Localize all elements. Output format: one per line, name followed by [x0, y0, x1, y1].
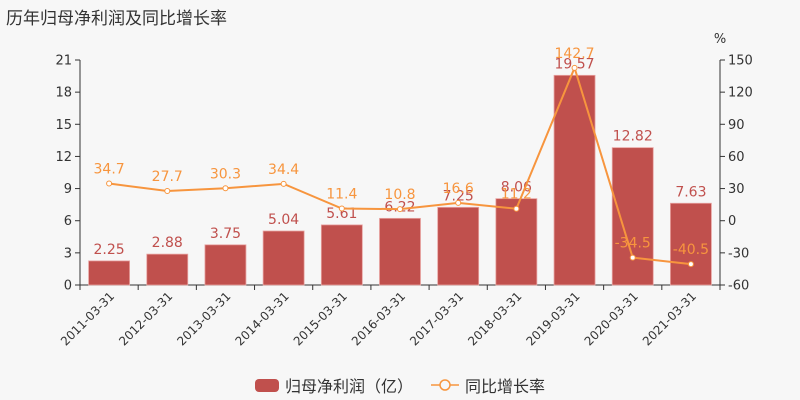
growth-value-label: 30.3	[210, 166, 241, 182]
bar-swatch-icon	[254, 378, 279, 392]
legend-item-profit[interactable]: 归母净利润（亿）	[254, 373, 413, 397]
growth-value-label: 10.8	[384, 187, 415, 203]
legend-line-label: 同比增长率	[465, 377, 546, 396]
bar[interactable]	[611, 147, 654, 286]
line-marker-icon	[431, 379, 459, 391]
left-tick-label: 21	[55, 54, 72, 69]
bar-value-label: 12.82	[613, 129, 653, 145]
growth-point[interactable]	[513, 205, 520, 212]
x-tick-label: 2016-03-31	[349, 289, 408, 348]
growth-point[interactable]	[338, 205, 345, 212]
left-tick-label: 18	[55, 86, 72, 101]
x-tick-label: 2017-03-31	[407, 289, 466, 348]
bar[interactable]	[262, 230, 305, 286]
right-tick-label: -60	[728, 279, 749, 294]
growth-point[interactable]	[280, 180, 287, 187]
left-tick-label: 15	[55, 118, 72, 133]
growth-value-label: 16.6	[443, 181, 474, 197]
bar-value-label: 5.04	[268, 212, 299, 228]
x-tick-label: 2012-03-31	[116, 289, 175, 348]
bar[interactable]	[495, 198, 538, 286]
growth-point[interactable]	[571, 64, 578, 71]
bar[interactable]	[553, 74, 596, 286]
x-tick-label: 2015-03-31	[291, 289, 350, 348]
growth-value-label: 11.4	[326, 187, 357, 203]
growth-point[interactable]	[106, 180, 113, 187]
bar-value-label: 2.88	[152, 235, 183, 251]
growth-point[interactable]	[222, 185, 229, 192]
right-axis-unit: %	[714, 32, 726, 47]
growth-point[interactable]	[687, 261, 694, 268]
bar-value-label: 3.75	[210, 226, 241, 242]
bar-value-label: 5.61	[326, 206, 357, 222]
right-tick-label: 30	[728, 182, 745, 197]
bar-value-label: 7.25	[443, 188, 474, 204]
left-tick-label: 9	[64, 182, 72, 197]
growth-value-label: 142.7	[554, 46, 594, 62]
growth-value-label: 34.7	[94, 162, 125, 178]
growth-point[interactable]	[455, 199, 462, 206]
left-tick-label: 0	[64, 279, 72, 294]
bar[interactable]	[379, 217, 421, 286]
growth-value-label: 11.2	[501, 187, 532, 203]
bar[interactable]	[437, 206, 480, 286]
bar[interactable]	[88, 260, 130, 286]
left-tick-label: 3	[64, 246, 72, 261]
right-tick-label: 150	[728, 54, 753, 69]
legend-bar-label: 归母净利润（亿）	[284, 377, 413, 396]
left-tick-label: 12	[55, 150, 72, 165]
right-tick-label: 0	[728, 214, 736, 229]
bar[interactable]	[146, 253, 189, 286]
growth-value-label: 27.7	[152, 169, 183, 185]
x-tick-label: 2021-03-31	[640, 289, 699, 348]
x-tick-label: 2011-03-31	[58, 289, 117, 348]
right-tick-label: -30	[728, 246, 749, 261]
left-tick-label: 6	[64, 214, 72, 229]
right-tick-label: 90	[728, 118, 745, 133]
growth-value-label: -40.5	[673, 242, 709, 258]
x-tick-label: 2019-03-31	[523, 289, 582, 348]
growth-value-label: 34.4	[268, 162, 299, 178]
x-tick-label: 2013-03-31	[174, 289, 233, 348]
bar-value-label: 2.25	[94, 242, 125, 258]
growth-value-label: -34.5	[615, 236, 651, 252]
growth-point[interactable]	[164, 188, 171, 195]
bar-value-label: 7.63	[675, 184, 706, 200]
x-tick-label: 2020-03-31	[582, 289, 641, 348]
chart-title: 历年归母净利润及同比增长率	[6, 9, 227, 29]
bar[interactable]	[204, 244, 247, 286]
bar[interactable]	[670, 202, 712, 286]
legend: 归母净利润（亿） 同比增长率	[0, 374, 800, 396]
right-tick-label: 60	[728, 150, 745, 165]
growth-point[interactable]	[629, 254, 636, 261]
growth-point[interactable]	[397, 206, 403, 213]
bar[interactable]	[320, 224, 363, 286]
x-tick-label: 2018-03-31	[465, 289, 524, 348]
x-tick-label: 2014-03-31	[233, 289, 292, 348]
legend-item-growth[interactable]: 同比增长率	[431, 373, 545, 397]
right-tick-label: 120	[728, 86, 753, 101]
bar-value-label: 19.57	[554, 56, 594, 72]
